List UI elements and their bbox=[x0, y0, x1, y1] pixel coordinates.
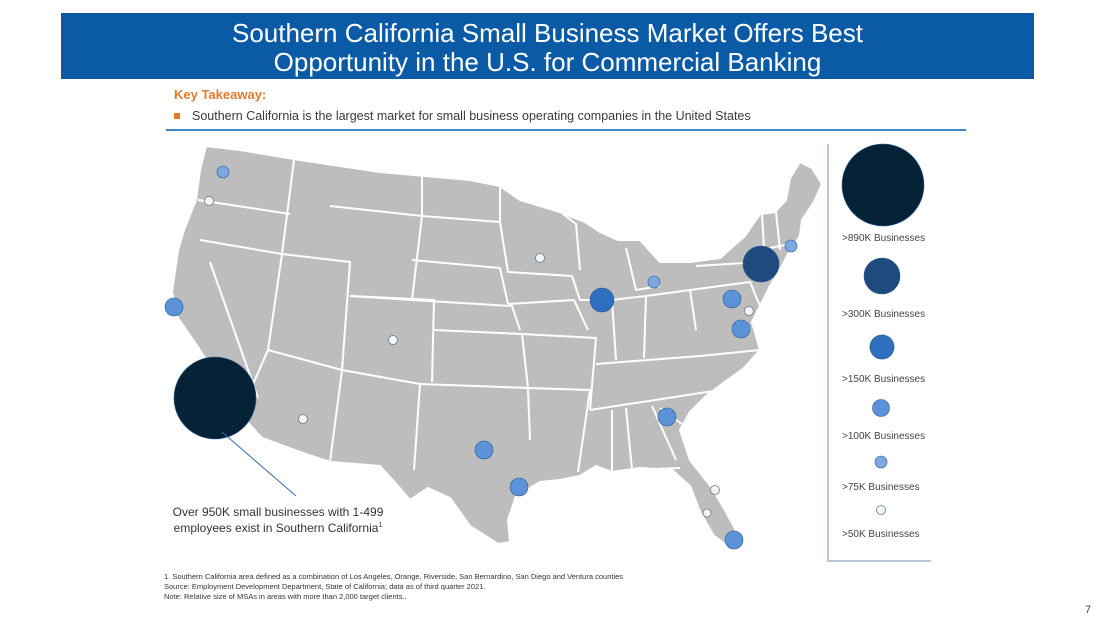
state-line-9 bbox=[421, 170, 501, 224]
legend-divider-vertical bbox=[827, 144, 829, 562]
msa-marker bbox=[742, 245, 780, 283]
bullet-square-icon bbox=[174, 112, 180, 119]
msa-marker bbox=[535, 253, 545, 263]
msa-marker bbox=[744, 306, 754, 316]
msa-marker bbox=[474, 440, 494, 460]
state-line-31 bbox=[775, 211, 781, 251]
state-line-18 bbox=[527, 387, 592, 473]
msa-marker bbox=[724, 530, 744, 550]
legend-label-100k: >100K Businesses bbox=[842, 431, 926, 442]
socal-callout: Over 950K small businesses with 1-499 em… bbox=[168, 505, 388, 535]
legend-label-75k: >75K Businesses bbox=[842, 482, 920, 493]
key-takeaway-text: Southern California is the largest marke… bbox=[192, 109, 751, 123]
msa-marker bbox=[784, 239, 798, 253]
us-landmass bbox=[170, 144, 824, 548]
header-divider bbox=[166, 129, 966, 131]
state-line-15 bbox=[499, 221, 573, 277]
msa-marker bbox=[164, 297, 184, 317]
msa-marker bbox=[173, 356, 257, 440]
state-line-10 bbox=[411, 259, 509, 305]
callout-footnote-mark: 1 bbox=[378, 522, 383, 529]
state-line-28 bbox=[689, 280, 761, 307]
state-line-33 bbox=[539, 195, 581, 271]
legend-circle bbox=[869, 334, 895, 360]
msa-marker bbox=[731, 319, 751, 339]
state-borders bbox=[197, 159, 791, 473]
msa-marker bbox=[216, 165, 230, 179]
state-line-4 bbox=[209, 261, 259, 399]
state-line-23 bbox=[589, 389, 721, 411]
msa-marker bbox=[589, 287, 615, 313]
us-outline bbox=[170, 144, 824, 548]
footnotes: 1. Southern California area defined as a… bbox=[164, 572, 623, 602]
legend-circle bbox=[872, 399, 890, 417]
state-line-3 bbox=[281, 159, 295, 255]
state-line-11 bbox=[349, 295, 436, 383]
state-line-26 bbox=[651, 405, 677, 461]
legend-circles bbox=[841, 143, 925, 515]
legend-circle bbox=[863, 257, 901, 295]
msa-marker bbox=[509, 477, 529, 497]
state-line-5 bbox=[281, 253, 352, 371]
callout-leader-line bbox=[221, 431, 297, 497]
page-number: 7 bbox=[1085, 604, 1092, 616]
title-banner: Southern California Small Business Marke… bbox=[61, 13, 1034, 79]
legend-divider-horizontal bbox=[827, 560, 931, 562]
legend-circle bbox=[876, 505, 886, 515]
key-takeaway-heading: Key Takeaway: bbox=[174, 87, 267, 102]
msa-marker bbox=[647, 275, 661, 289]
footnote-1: 1. Southern California area defined as a… bbox=[164, 572, 624, 581]
msa-marker bbox=[657, 407, 677, 427]
state-line-17 bbox=[521, 333, 598, 411]
state-line-32 bbox=[761, 213, 765, 249]
title-line-2: Opportunity in the U.S. for Commercial B… bbox=[273, 47, 822, 77]
msa-markers bbox=[164, 165, 895, 550]
state-line-22 bbox=[595, 349, 761, 365]
legend-label-300k: >300K Businesses bbox=[842, 309, 926, 320]
footnote-source: Source: Employment Development Departmen… bbox=[164, 582, 486, 591]
msa-marker bbox=[710, 485, 720, 495]
msa-marker bbox=[204, 196, 214, 206]
footnote-note: Note: Relative size of MSAs in areas wit… bbox=[164, 592, 407, 601]
msa-marker bbox=[298, 414, 308, 424]
legend-circle bbox=[841, 143, 925, 227]
msa-marker bbox=[702, 508, 712, 518]
state-line-12 bbox=[411, 299, 521, 331]
state-line-16 bbox=[507, 298, 589, 331]
key-takeaway-bullet: Southern California is the largest marke… bbox=[174, 109, 751, 123]
title-line-1: Southern California Small Business Marke… bbox=[231, 18, 863, 48]
callout-line-1: Over 950K small businesses with 1-499 bbox=[172, 505, 384, 519]
legend-circle bbox=[874, 455, 888, 469]
state-line-1 bbox=[199, 239, 284, 415]
callout-line-2: employees exist in Southern California bbox=[173, 521, 379, 535]
legend-label-50k: >50K Businesses bbox=[842, 529, 920, 540]
msa-marker bbox=[388, 335, 398, 345]
legend-label-150k: >150K Businesses bbox=[842, 374, 926, 385]
legend-label-890k: >890K Businesses bbox=[842, 233, 926, 244]
state-line-25 bbox=[625, 407, 681, 472]
msa-marker bbox=[722, 289, 742, 309]
